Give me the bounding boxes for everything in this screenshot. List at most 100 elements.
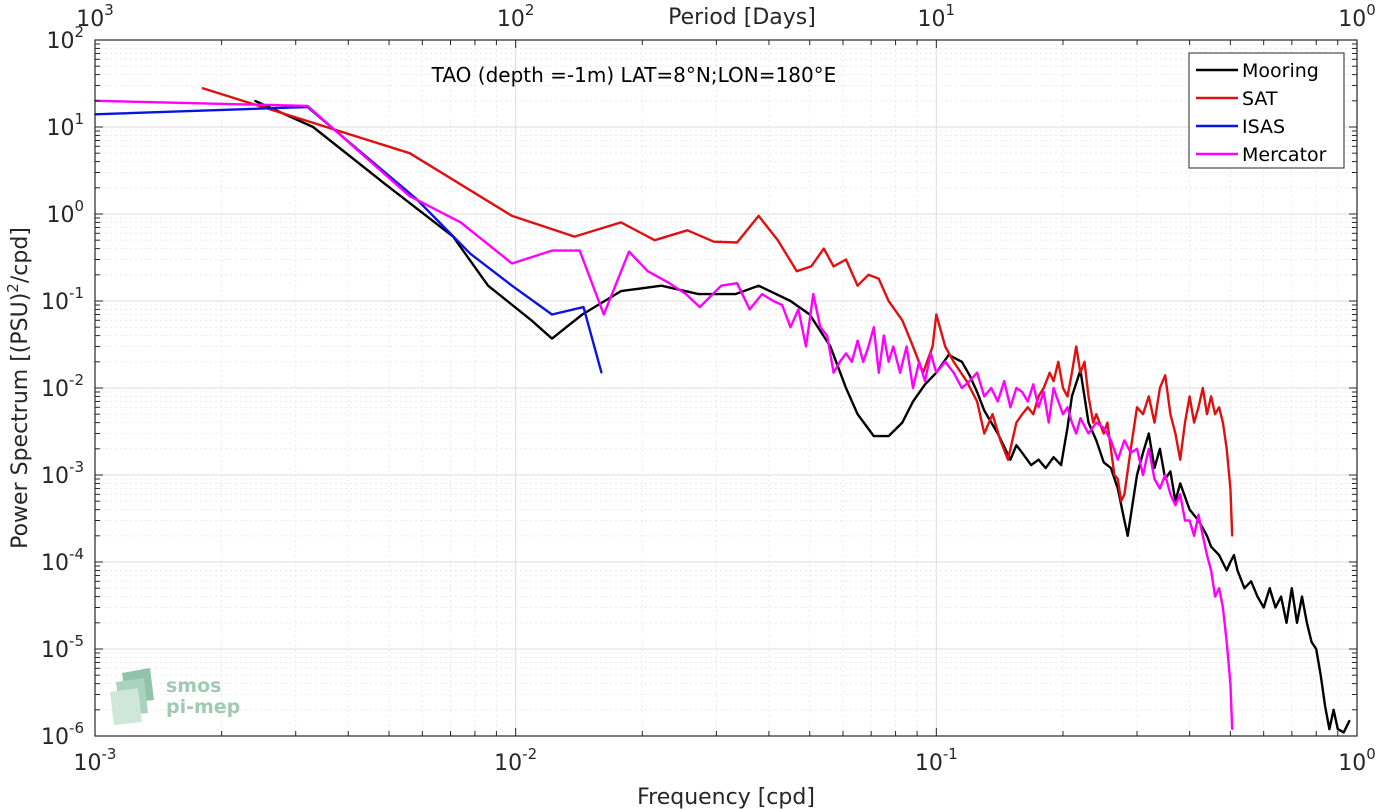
data-point-mooring [1126, 534, 1129, 537]
y-tick-label-exp: -2 [69, 371, 84, 389]
data-point-mooring [487, 284, 489, 287]
data-point-mooring [1136, 474, 1138, 476]
data-point-mooring [901, 421, 904, 424]
data-point-sat [1193, 421, 1195, 424]
data-point-sat [573, 235, 576, 238]
x-tick-label-exp: -1 [943, 745, 958, 763]
data-point-mooring [1348, 719, 1351, 722]
x-tick-label-base: 10 [915, 751, 943, 776]
top-tick-label-exp: 2 [525, 1, 535, 19]
series-sat [201, 86, 1234, 537]
legend-label-isas: ISAS [1242, 116, 1285, 138]
data-point-mooring [1052, 456, 1055, 459]
data-point-mooring [872, 435, 875, 437]
data-point-sat [1210, 395, 1212, 398]
data-point-sat [1071, 371, 1073, 374]
data-point-sat [1218, 406, 1220, 409]
data-point-mercator [1218, 587, 1220, 590]
data-point-sat [877, 277, 880, 280]
data-point-sat [1026, 406, 1029, 409]
data-point-mercator [551, 249, 553, 252]
data-point-mercator [1066, 406, 1069, 409]
data-point-sat [1164, 374, 1167, 377]
data-point-sat [1113, 474, 1116, 476]
data-point-mercator [1225, 641, 1228, 643]
data-point-mooring [1290, 587, 1293, 590]
data-point-sat [912, 345, 914, 348]
data-point-sat [1214, 413, 1216, 416]
data-point-mooring [1233, 554, 1235, 556]
y-axis-label-sup: 2 [4, 283, 22, 293]
data-point-sat [1201, 387, 1204, 389]
data-point-mooring [1153, 467, 1156, 469]
data-point-sat [736, 241, 738, 244]
data-point-sat [1052, 380, 1055, 382]
data-point-mercator [1087, 432, 1090, 435]
y-tick-label-base: 10 [41, 464, 69, 489]
data-point-sat [201, 87, 204, 89]
data-point-mooring [1301, 595, 1303, 598]
data-point-mercator [968, 380, 971, 382]
x-tick-label: 10-2 [494, 745, 537, 776]
data-point-sat [1066, 395, 1069, 398]
data-point-sat [1021, 413, 1024, 416]
data-point-mercator [832, 371, 835, 374]
data-point-sat [887, 300, 890, 302]
top-tick-label-base: 10 [497, 7, 525, 32]
data-point-mercator [1116, 458, 1119, 461]
data-point-sat [952, 360, 955, 363]
data-point-mooring [1188, 508, 1191, 511]
data-point-sat [776, 239, 779, 242]
top-tick-label: 100 [1338, 1, 1376, 32]
data-point-mooring [1342, 731, 1345, 734]
data-point-mooring [1296, 621, 1298, 624]
data-point-mooring [1044, 467, 1047, 469]
data-point-mercator [668, 282, 671, 285]
data-point-mooring [1285, 621, 1288, 624]
y-tick-label-base: 10 [41, 551, 69, 576]
x-tick-label: 10-1 [915, 745, 958, 776]
data-point-mooring [1169, 470, 1172, 473]
data-point-mercator [924, 380, 926, 382]
y-tick-label-exp: 0 [74, 197, 84, 215]
x-tick-label-exp: -3 [102, 745, 117, 763]
data-point-mooring [551, 337, 553, 340]
data-point-mooring [1179, 482, 1182, 485]
top-tick-label: 102 [497, 1, 535, 32]
top-tick-label-exp: 1 [946, 1, 956, 19]
x-tick-label: 100 [1338, 745, 1376, 776]
data-point-mooring [1009, 458, 1012, 461]
data-point-sat [1147, 395, 1150, 398]
data-point-sat [1197, 406, 1200, 409]
y-tick-label: 10-3 [41, 458, 84, 489]
data-point-mooring [1310, 641, 1313, 643]
data-point-mooring [581, 313, 584, 316]
data-point-sat [999, 439, 1002, 442]
data-point-mercator [1015, 387, 1018, 389]
top-tick-label-exp: 0 [1366, 1, 1376, 19]
data-point-sat [991, 413, 994, 416]
data-point-mercator [1009, 406, 1012, 409]
data-point-sat [1159, 387, 1161, 389]
data-point-mooring [1159, 447, 1161, 450]
data-point-mercator [1179, 493, 1182, 496]
y-tick-label: 10-5 [41, 632, 84, 663]
data-point-mercator [646, 270, 649, 273]
top-tick-label-exp: 3 [104, 1, 114, 19]
data-point-mooring [1324, 705, 1326, 708]
top-tick-label: 101 [918, 1, 956, 32]
data-point-mercator [1214, 595, 1216, 598]
legend-label-mercator: Mercator [1242, 144, 1327, 166]
data-point-mercator [1032, 383, 1035, 386]
data-point-mercator [1188, 519, 1191, 522]
data-point-mooring [1142, 451, 1144, 454]
y-tick-label-exp: 2 [74, 23, 84, 41]
y-tick-label: 10-2 [41, 371, 84, 402]
data-point-mooring [1256, 595, 1259, 598]
data-point-mooring [757, 284, 760, 287]
data-point-mooring [887, 435, 890, 437]
legend-box [1188, 52, 1345, 169]
data-point-sat [1231, 534, 1234, 537]
data-point-sat [1179, 458, 1182, 461]
